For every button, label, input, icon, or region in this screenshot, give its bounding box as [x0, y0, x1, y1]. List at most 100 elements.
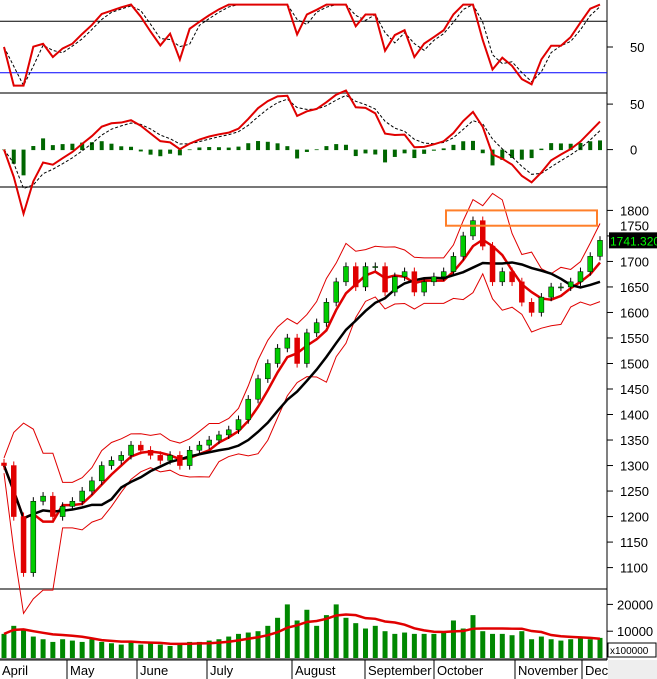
rsi-tick-label: 50	[630, 40, 644, 55]
macd-histogram-bar	[168, 149, 173, 154]
macd-signal-line	[3, 94, 601, 190]
volume-bar	[577, 637, 583, 658]
volume-bar	[450, 620, 456, 658]
candle-body	[89, 480, 95, 492]
candle-body	[50, 495, 56, 517]
candle-body	[450, 256, 457, 272]
volume-bar	[187, 641, 193, 658]
candle-body	[440, 271, 447, 277]
candle-body	[235, 419, 242, 431]
macd-histogram-bar	[422, 149, 427, 154]
volume-bar	[245, 632, 251, 658]
volume-bar	[284, 604, 290, 658]
volume-unit-box	[607, 642, 657, 658]
candle-body	[509, 271, 515, 283]
volume-bar	[363, 628, 369, 658]
volume-bar	[323, 615, 329, 658]
candle-body	[79, 490, 85, 502]
macd-histogram-bar	[578, 142, 583, 151]
volume-bar	[216, 639, 222, 658]
candle-body	[392, 276, 398, 293]
candle-body	[98, 465, 105, 482]
macd-histogram-bar	[324, 146, 329, 151]
volume-bar	[470, 615, 476, 658]
macd-histogram-bar	[109, 143, 114, 151]
macd-histogram-bar	[383, 149, 388, 163]
candle-body	[225, 429, 232, 436]
macd-histogram-bar	[363, 149, 368, 154]
macd-histogram-bar	[392, 149, 397, 157]
candle-body	[343, 266, 349, 283]
candle-body	[245, 398, 252, 420]
volume-bar	[235, 633, 241, 658]
candle-body	[157, 455, 164, 461]
candle-body	[333, 281, 339, 303]
price-tick-label: 1150	[620, 535, 648, 550]
candle-body	[382, 266, 388, 293]
macd-histogram-bar	[568, 143, 573, 151]
macd-histogram-bar	[490, 149, 495, 166]
candle-body	[411, 271, 418, 293]
macd-histogram-bar	[256, 141, 261, 151]
x-tick-label: April	[2, 663, 28, 678]
volume-bar	[441, 631, 447, 658]
price-tick-label: 1500	[620, 356, 649, 371]
volume-bar	[138, 644, 144, 658]
x-tick-label: June	[140, 663, 168, 678]
macd-histogram-bar	[373, 149, 378, 155]
volume-bar	[50, 641, 56, 658]
candle-body	[548, 286, 554, 298]
macd-histogram-bar	[500, 149, 505, 160]
macd-histogram-bar	[295, 149, 300, 159]
axis-corner	[608, 660, 657, 679]
x-tick-label: Dec	[585, 663, 609, 678]
candle-body	[186, 449, 193, 466]
volume-bar	[460, 628, 466, 658]
candle-body	[460, 235, 466, 257]
volume-bar	[275, 617, 281, 658]
price-tick-label: 1800	[620, 203, 649, 218]
macd-histogram-bar	[265, 141, 270, 151]
volume-bar	[69, 640, 75, 658]
volume-bar	[372, 625, 378, 658]
candle-body	[138, 444, 144, 451]
candle-body	[470, 220, 476, 237]
candle-body	[489, 245, 496, 283]
candle-body	[294, 337, 300, 364]
macd-histogram-bar	[451, 144, 456, 151]
candle-body	[352, 266, 359, 288]
macd-histogram-bar	[343, 144, 348, 151]
volume-bar	[118, 644, 124, 658]
candle-body	[196, 444, 203, 451]
macd-histogram-bar	[216, 147, 221, 151]
candle-body	[480, 220, 486, 247]
price-tick-label: 1300	[620, 459, 649, 474]
volume-bar	[538, 636, 544, 658]
macd-histogram-bar	[148, 149, 153, 155]
macd-histogram-bar	[50, 145, 55, 151]
macd-histogram-bar	[207, 147, 212, 151]
candle-body	[1, 462, 7, 466]
candle-body	[313, 322, 320, 334]
volume-bar	[40, 639, 46, 658]
volume-bar	[206, 640, 212, 658]
volume-bar	[294, 620, 300, 658]
volume-bar	[148, 643, 154, 658]
volume-bar	[265, 625, 271, 658]
macd-histogram-bar	[60, 144, 65, 151]
bollinger-upper	[3, 192, 601, 483]
volume-bar	[21, 628, 27, 658]
macd-histogram-bar	[549, 143, 554, 151]
macd-histogram-bar	[412, 149, 417, 159]
volume-tick-label: 10000	[617, 624, 653, 639]
volume-bar	[490, 633, 496, 658]
price-tick-label: 1750	[620, 218, 649, 233]
x-tick-label: October	[437, 663, 484, 678]
volume-bar	[480, 631, 486, 658]
volume-unit-label: x100000	[610, 646, 649, 657]
x-tick-label: May	[70, 663, 95, 678]
volume-bar	[529, 639, 535, 658]
volume-bar	[1, 633, 7, 658]
